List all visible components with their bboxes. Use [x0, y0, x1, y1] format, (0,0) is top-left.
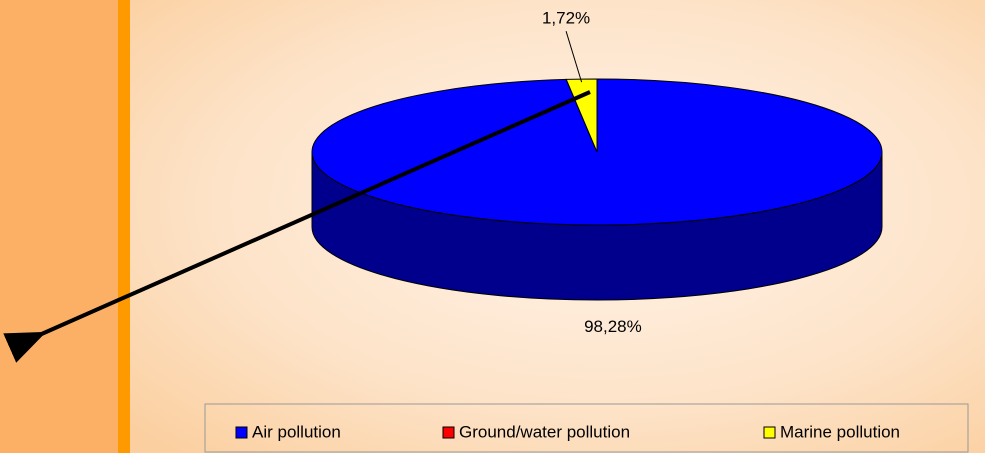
legend-label: Ground/water pollution — [459, 422, 630, 441]
pie: 98,28% 1,72% — [311, 9, 883, 336]
data-label: 1,72% — [542, 9, 590, 28]
legend-swatch — [235, 426, 248, 439]
arrow — [3, 90, 591, 363]
legend-swatch — [442, 426, 455, 439]
legend-label: Marine pollution — [780, 422, 900, 441]
legend: Air pollution Ground/water pollution Marin… — [235, 422, 900, 441]
legend-swatch — [763, 426, 776, 439]
leader-line — [565, 31, 583, 83]
data-label: 98,28% — [584, 317, 642, 336]
side-panel — [0, 0, 118, 453]
side-bar — [118, 0, 130, 453]
legend-label: Air pollution — [252, 422, 341, 441]
legend-box — [204, 403, 969, 453]
